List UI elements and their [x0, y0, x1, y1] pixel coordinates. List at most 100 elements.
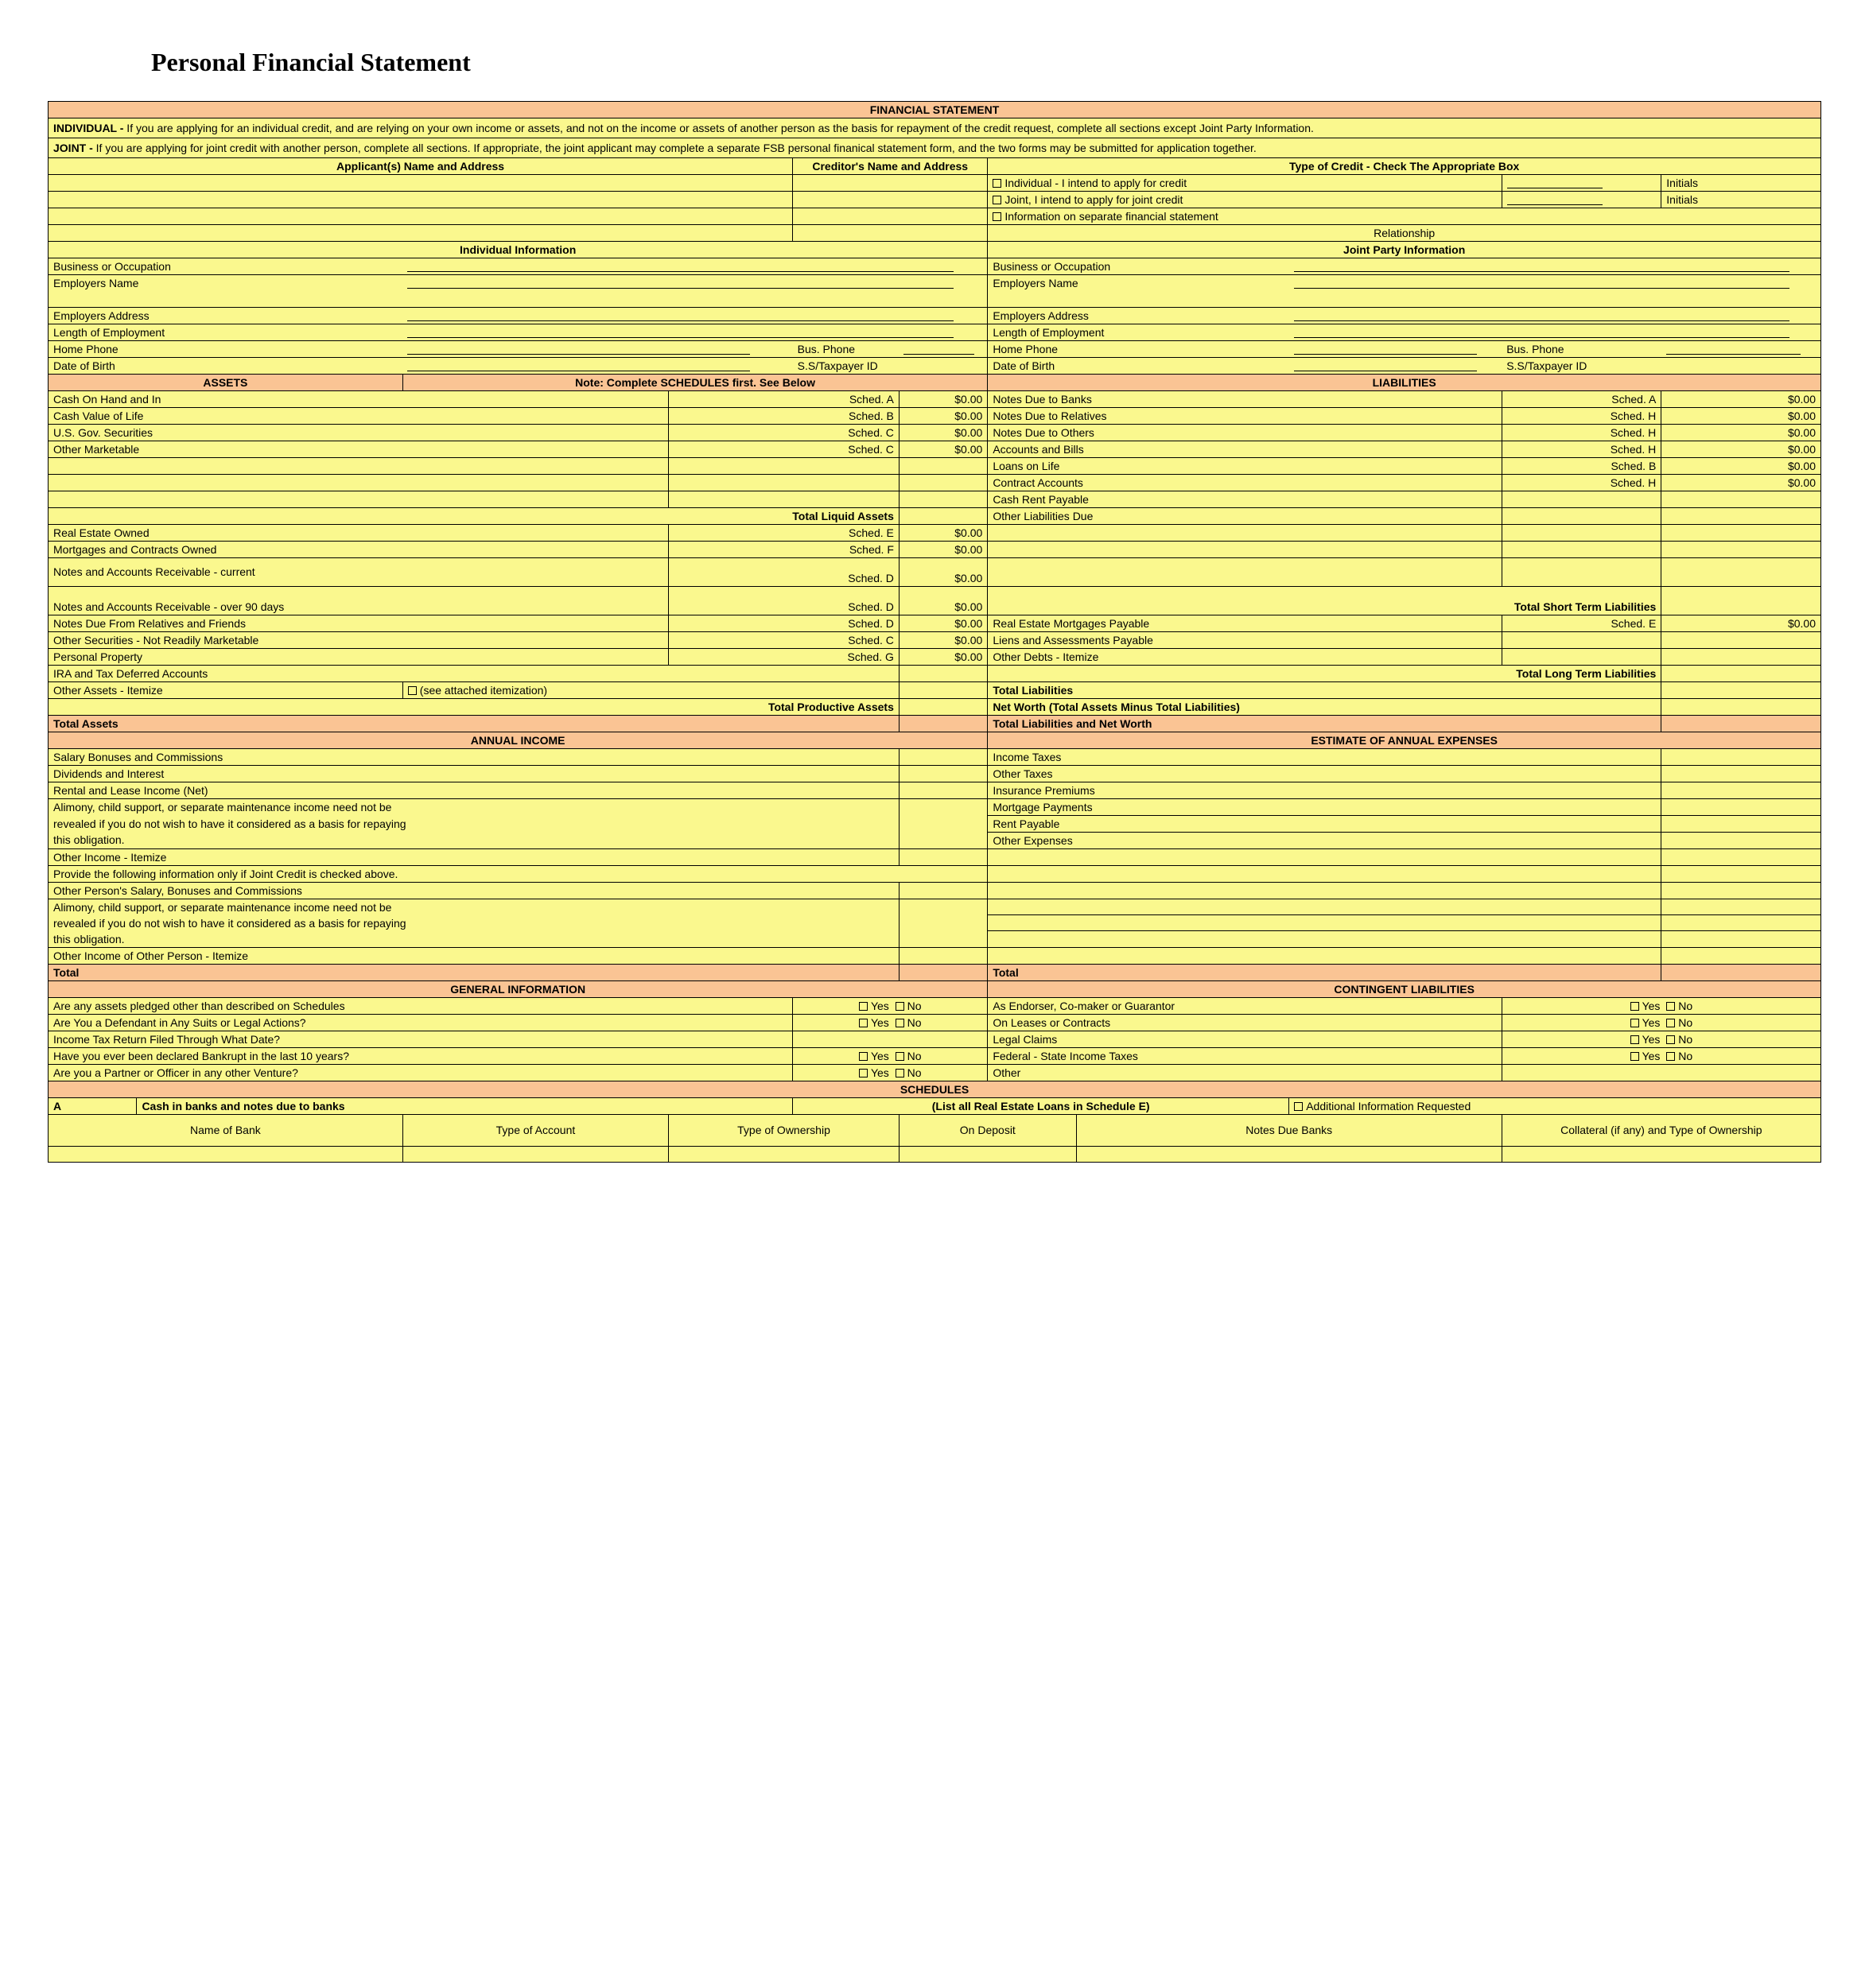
credit-separate-option[interactable]: Information on separate financial statem…	[988, 208, 1821, 225]
checkbox-icon[interactable]	[896, 1052, 904, 1061]
total-assets-val[interactable]	[899, 715, 987, 732]
asset-blank-3[interactable]	[49, 491, 669, 507]
liab-liens-val[interactable]	[1661, 631, 1821, 648]
joint-homephone-field[interactable]	[1289, 340, 1502, 357]
exp-blank-1[interactable]	[988, 848, 1661, 865]
cl-legal-yn[interactable]: Yes No	[1502, 1031, 1820, 1047]
exp-blank-2[interactable]	[988, 865, 1661, 882]
asset-blank-2-val[interactable]	[899, 474, 987, 491]
exp-blank-4[interactable]	[988, 899, 1661, 915]
liab-cashrent-val[interactable]	[1661, 491, 1821, 507]
applicant-row-4[interactable]	[49, 225, 793, 242]
asset-re-val[interactable]: $0.00	[899, 524, 987, 541]
liab-remort-val[interactable]: $0.00	[1661, 615, 1821, 631]
table-row[interactable]	[669, 1146, 900, 1162]
liab-relatives-val[interactable]: $0.00	[1661, 407, 1821, 424]
checkbox-icon[interactable]	[1630, 1019, 1639, 1027]
blank[interactable]	[1661, 865, 1821, 882]
asset-notes90-val[interactable]: $0.00	[899, 586, 987, 615]
asset-ira-val[interactable]	[899, 665, 987, 681]
asset-othersec-val[interactable]: $0.00	[899, 631, 987, 648]
asset-blank-1[interactable]	[49, 457, 669, 474]
income-othersalary-val[interactable]	[899, 882, 987, 899]
exp-blank-6[interactable]	[988, 931, 1661, 948]
checkbox-icon[interactable]	[993, 196, 1001, 204]
liab-accounts-val[interactable]: $0.00	[1661, 441, 1821, 457]
checkbox-icon[interactable]	[859, 1069, 868, 1077]
gi-pledged-yn[interactable]: Yes No	[793, 997, 988, 1014]
blank[interactable]	[899, 931, 987, 948]
exp-blank-3[interactable]	[988, 882, 1661, 899]
asset-notescurr-val[interactable]: $0.00	[899, 557, 987, 586]
checkbox-icon[interactable]	[1666, 1052, 1675, 1061]
exp-other-val[interactable]	[1661, 832, 1821, 848]
creditor-row-2[interactable]	[793, 192, 988, 208]
total-liab-val[interactable]	[1661, 681, 1821, 698]
ind-busphone-field[interactable]	[899, 340, 987, 357]
income-otherperson-val[interactable]	[899, 947, 987, 964]
applicant-row-2[interactable]	[49, 192, 793, 208]
total-liquid-val[interactable]	[899, 507, 987, 524]
asset-blank-1-val[interactable]	[899, 457, 987, 474]
joint-business-field[interactable]	[1289, 258, 1821, 275]
checkbox-icon[interactable]	[896, 1002, 904, 1011]
checkbox-icon[interactable]	[1630, 1035, 1639, 1044]
income-salary-val[interactable]	[899, 748, 987, 765]
applicant-row-3[interactable]	[49, 208, 793, 225]
total-long-val[interactable]	[1661, 665, 1821, 681]
blank[interactable]	[1661, 947, 1821, 964]
gi-taxreturn-val[interactable]	[793, 1031, 988, 1047]
checkbox-icon[interactable]	[896, 1069, 904, 1077]
blank[interactable]	[899, 915, 987, 931]
liab-otherdue-val[interactable]	[1661, 507, 1821, 524]
blank[interactable]	[1661, 557, 1821, 586]
exp-othertax-val[interactable]	[1661, 765, 1821, 782]
gi-bankrupt-yn[interactable]: Yes No	[793, 1047, 988, 1064]
asset-cash-val[interactable]: $0.00	[899, 390, 987, 407]
checkbox-icon[interactable]	[1630, 1002, 1639, 1011]
checkbox-icon[interactable]	[859, 1052, 868, 1061]
cl-federal-yn[interactable]: Yes No	[1502, 1047, 1820, 1064]
cl-other-val[interactable]	[1502, 1064, 1820, 1081]
credit-joint-option[interactable]: Joint, I intend to apply for joint credi…	[988, 192, 1502, 208]
blank[interactable]	[899, 798, 987, 815]
ind-dob-field[interactable]	[402, 357, 792, 374]
asset-notesrel-val[interactable]: $0.00	[899, 615, 987, 631]
exp-mortgage-val[interactable]	[1661, 798, 1821, 815]
ind-empaddr-field[interactable]	[402, 307, 988, 324]
asset-mort-val[interactable]: $0.00	[899, 541, 987, 557]
asset-gov-val[interactable]: $0.00	[899, 424, 987, 441]
net-worth-val[interactable]	[1661, 698, 1821, 715]
asset-other-val[interactable]	[899, 681, 987, 698]
ind-homephone-field[interactable]	[402, 340, 792, 357]
total-short-val[interactable]	[1661, 586, 1821, 615]
exp-blank-5[interactable]	[988, 915, 1661, 931]
table-row[interactable]	[1502, 1146, 1820, 1162]
exp-total-val[interactable]	[1661, 964, 1821, 980]
liab-otherdebts-val[interactable]	[1661, 648, 1821, 665]
asset-othermkt-val[interactable]: $0.00	[899, 441, 987, 457]
income-total-val[interactable]	[899, 964, 987, 980]
checkbox-icon[interactable]	[993, 212, 1001, 221]
income-dividends-val[interactable]	[899, 765, 987, 782]
total-lnw-val[interactable]	[1661, 715, 1821, 732]
checkbox-icon[interactable]	[408, 686, 417, 695]
liab-blank-1[interactable]	[988, 524, 1502, 541]
checkbox-icon[interactable]	[1666, 1002, 1675, 1011]
checkbox-icon[interactable]	[1666, 1035, 1675, 1044]
blank[interactable]	[899, 815, 987, 832]
liab-blank-3[interactable]	[988, 557, 1502, 586]
creditor-row-3[interactable]	[793, 208, 988, 225]
blank[interactable]	[1661, 541, 1821, 557]
sched-addl-info[interactable]: Additional Information Requested	[1289, 1097, 1821, 1114]
table-row[interactable]	[49, 1146, 403, 1162]
credit-individual-option[interactable]: Individual - I intend to apply for credi…	[988, 175, 1502, 192]
income-other-val[interactable]	[899, 848, 987, 865]
gi-partner-yn[interactable]: Yes No	[793, 1064, 988, 1081]
checkbox-icon[interactable]	[993, 179, 1001, 188]
initials-line-1[interactable]	[1502, 175, 1661, 192]
total-prod-val[interactable]	[899, 698, 987, 715]
checkbox-icon[interactable]	[1630, 1052, 1639, 1061]
see-attached[interactable]: (see attached itemization)	[402, 681, 899, 698]
blank[interactable]	[899, 832, 987, 848]
